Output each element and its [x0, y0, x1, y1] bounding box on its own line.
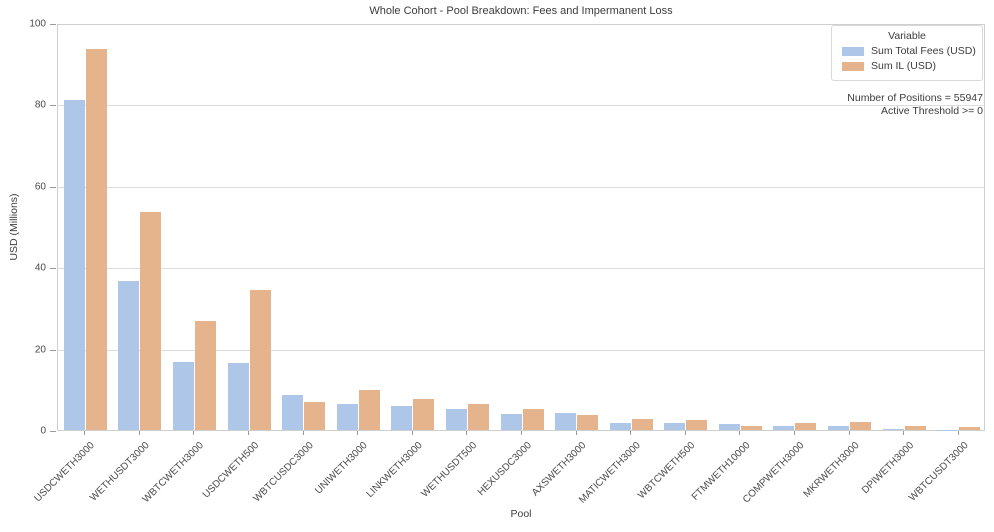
gridline-y-80 — [58, 105, 984, 107]
x-tick-mark — [248, 431, 250, 435]
x-tick-mark — [521, 431, 522, 435]
bar-MKRWETH3000-fees — [828, 426, 850, 430]
bar-AXSWETH3000-fees — [555, 413, 577, 430]
x-tick-mark — [84, 431, 86, 435]
y-tick-mark — [50, 349, 56, 351]
bar-DPIWETH3000-il — [904, 425, 926, 430]
annotation-positions: Number of Positions = 55947 — [847, 92, 983, 104]
bar-WETHUSDT3000-il — [140, 212, 162, 430]
x-tick-mark — [357, 431, 359, 435]
x-tick-mark — [903, 431, 905, 435]
gridline-y-60 — [58, 186, 984, 188]
x-tick-label-MATICWETH3000: MATICWETH3000 — [577, 440, 643, 506]
y-tick-mark — [50, 105, 56, 107]
bar-WETHUSDT500-il — [467, 403, 489, 430]
x-tick-mark — [575, 431, 577, 435]
bar-WBTCWETH3000-il — [194, 321, 216, 430]
x-tick-label-WBTCUSDC3000: WBTCUSDC3000 — [251, 440, 316, 505]
bar-HEXUSDC3000-fees — [500, 413, 522, 430]
y-tick-mark — [50, 431, 56, 432]
x-tick-mark — [630, 431, 632, 435]
y-tick-label-80: 80 — [34, 99, 46, 111]
y-tick-label-20: 20 — [34, 344, 46, 356]
bar-FTMWETH10000-il — [740, 425, 762, 430]
bar-MATICWETH3000-fees — [609, 422, 631, 430]
bar-HEXUSDC3000-il — [522, 408, 544, 430]
x-tick-mark — [848, 431, 850, 435]
bar-WBTCUSDC3000-il — [304, 401, 326, 430]
x-tick-mark — [138, 431, 140, 435]
bar-LINKWETH3000-il — [413, 399, 435, 430]
bar-FTMWETH10000-fees — [718, 423, 740, 430]
bar-WBTCUSDT3000-fees — [937, 429, 959, 430]
y-tick-mark — [50, 24, 56, 25]
legend-entry-label: Sum IL (USD) — [871, 60, 936, 72]
x-tick-mark — [739, 431, 741, 435]
x-tick-label-USDCWETH500: USDCWETH500 — [200, 440, 261, 501]
x-tick-mark — [684, 431, 686, 435]
annotation-text: Number of Positions = 55947 Active Thres… — [847, 92, 983, 118]
bar-USDCWETH3000-fees — [63, 100, 85, 430]
y-tick-label-60: 60 — [34, 181, 46, 193]
bar-LINKWETH3000-fees — [391, 406, 413, 430]
bar-WBTCUSDT3000-il — [959, 426, 981, 430]
x-tick-label-WBTCWETH3000: WBTCWETH3000 — [141, 440, 207, 506]
bar-WBTCWETH3000-fees — [172, 362, 194, 430]
plot-area — [57, 24, 985, 431]
x-tick-mark — [957, 431, 959, 435]
x-tick-label-LINKWETH3000: LINKWETH3000 — [364, 440, 425, 501]
x-tick-label-MKRWETH3000: MKRWETH3000 — [801, 440, 862, 500]
x-tick-mark — [466, 431, 468, 435]
bar-USDCWETH3000-il — [85, 49, 107, 430]
x-tick-label-FTMWETH10000: FTMWETH10000 — [689, 440, 753, 503]
bar-MATICWETH3000-il — [631, 419, 653, 430]
y-tick-mark — [50, 268, 56, 270]
x-tick-mark — [411, 431, 413, 435]
bar-AXSWETH3000-il — [577, 414, 599, 430]
bar-WETHUSDT3000-fees — [118, 281, 140, 430]
x-axis-label: Pool — [510, 508, 532, 520]
y-tick-mark — [50, 186, 56, 188]
legend-swatch-icon — [842, 61, 864, 71]
bar-WBTCWETH500-il — [686, 419, 708, 430]
y-tick-label-0: 0 — [40, 425, 46, 437]
x-tick-label-DPIWETH3000: DPIWETH3000 — [859, 440, 916, 497]
bar-UNIWETH3000-fees — [336, 404, 358, 430]
bar-DPIWETH3000-fees — [882, 428, 904, 430]
x-tick-label-COMPWETH3000: COMPWETH3000 — [741, 440, 807, 506]
bar-UNIWETH3000-il — [358, 389, 380, 430]
legend-swatch-icon — [842, 46, 864, 56]
x-tick-label-UNIWETH3000: UNIWETH3000 — [313, 440, 371, 497]
y-axis-label: USD (Millions) — [8, 193, 20, 261]
annotation-threshold: Active Threshold >= 0 — [881, 105, 983, 117]
x-tick-mark — [193, 431, 195, 435]
y-tick-label-100: 100 — [29, 18, 46, 30]
x-tick-label-HEXUSDC3000: HEXUSDC3000 — [475, 440, 534, 499]
x-tick-mark — [302, 431, 304, 435]
bar-WBTCWETH500-fees — [664, 422, 686, 430]
legend-entry-fees: Sum Total Fees (USD) — [842, 45, 976, 57]
x-tick-label-AXSWETH3000: AXSWETH3000 — [529, 440, 589, 499]
gridline-y-20 — [58, 349, 984, 351]
bar-COMPWETH3000-fees — [773, 425, 795, 430]
bar-USDCWETH500-il — [249, 290, 271, 430]
x-tick-label-WETHUSDT500: WETHUSDT500 — [419, 440, 480, 500]
x-tick-label-WBTCUSDT3000: WBTCUSDT3000 — [906, 440, 971, 504]
bar-WETHUSDT500-fees — [445, 408, 467, 430]
x-tick-label-WBTCWETH500: WBTCWETH500 — [636, 440, 698, 502]
bar-COMPWETH3000-il — [795, 422, 817, 430]
chart-title: Whole Cohort - Pool Breakdown: Fees and … — [369, 5, 673, 17]
y-tick-label-40: 40 — [34, 262, 46, 274]
x-tick-mark — [793, 431, 795, 435]
legend: Variable Sum Total Fees (USD) Sum IL (USD… — [831, 25, 983, 81]
legend-title: Variable — [888, 30, 926, 42]
gridline-y-40 — [58, 268, 984, 270]
legend-entry-label: Sum Total Fees (USD) — [871, 45, 976, 57]
bar-USDCWETH500-fees — [227, 362, 249, 430]
legend-entry-il: Sum IL (USD) — [842, 60, 976, 72]
bar-WBTCUSDC3000-fees — [282, 395, 304, 430]
bar-MKRWETH3000-il — [850, 422, 872, 430]
